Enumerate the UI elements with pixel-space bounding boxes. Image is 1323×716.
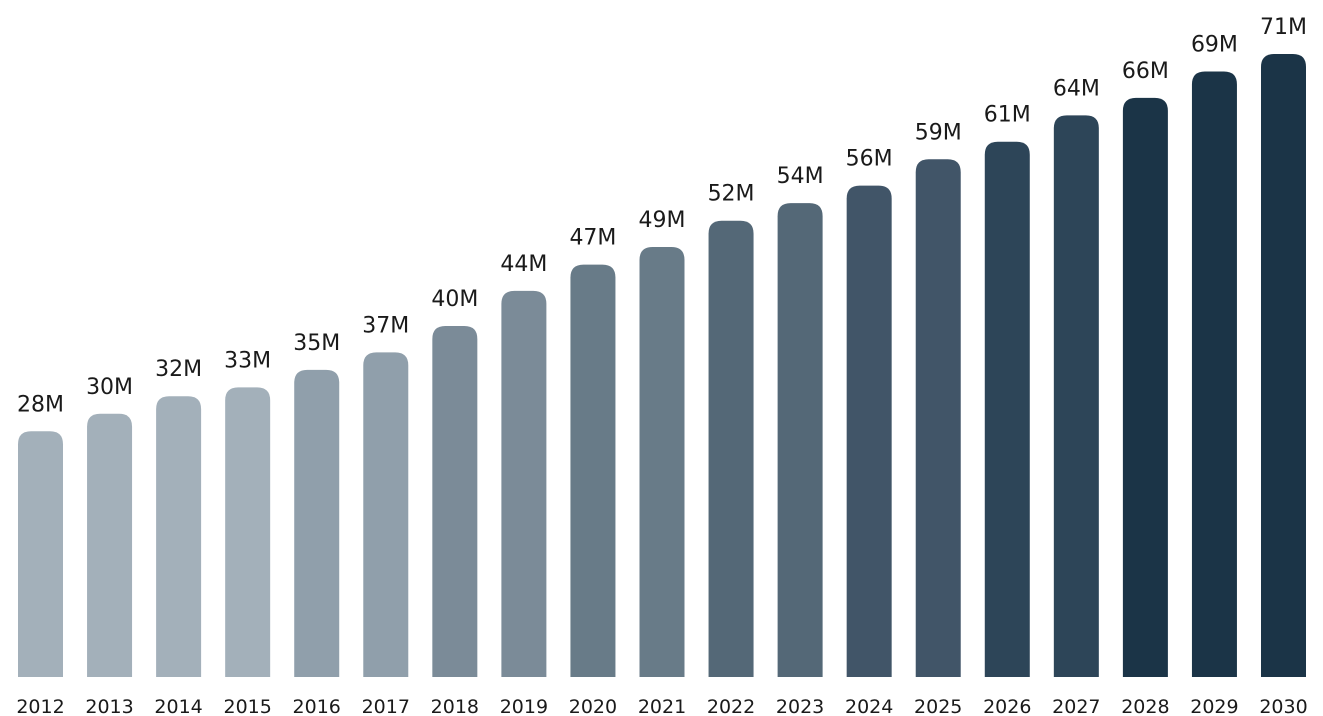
x-tick-label: 2013 (85, 696, 133, 716)
x-tick-label: 2024 (845, 696, 893, 716)
data-label: 52M (708, 182, 755, 207)
x-tick-label: 2019 (500, 696, 548, 716)
x-tick-label: 2028 (1121, 696, 1169, 716)
data-label: 59M (915, 120, 962, 145)
x-tick-label: 2018 (431, 696, 479, 716)
bar (501, 290, 547, 677)
x-tick-label: 2012 (16, 696, 64, 716)
x-tick-label: 2020 (569, 696, 617, 716)
x-tick-label: 2029 (1190, 696, 1238, 716)
bar (777, 203, 823, 678)
x-tick-label: 2016 (293, 696, 341, 716)
data-label: 35M (293, 331, 340, 356)
bar (87, 413, 133, 677)
data-label: 44M (500, 252, 547, 277)
data-label: 32M (155, 357, 202, 382)
data-label: 54M (777, 164, 824, 189)
bar (363, 352, 409, 677)
data-label: 56M (846, 147, 893, 172)
bar (846, 185, 892, 677)
x-tick-label: 2021 (638, 696, 686, 716)
bar (156, 396, 202, 677)
x-tick-label: 2022 (707, 696, 755, 716)
data-label: 61M (984, 103, 1031, 128)
bar (225, 387, 271, 677)
data-label: 66M (1122, 59, 1169, 84)
bar (1191, 71, 1237, 677)
data-label: 40M (431, 287, 478, 312)
data-label: 47M (569, 226, 616, 251)
x-tick-label: 2027 (1052, 696, 1100, 716)
bar (708, 220, 754, 677)
x-tick-label: 2026 (983, 696, 1031, 716)
data-label: 64M (1053, 76, 1100, 101)
data-label: 28M (17, 392, 64, 417)
data-label: 33M (224, 348, 271, 373)
bar (18, 431, 63, 677)
data-label: 69M (1191, 33, 1238, 58)
bar (1053, 115, 1099, 677)
x-tick-label: 2030 (1259, 696, 1307, 716)
data-label: 37M (362, 313, 409, 338)
bar (432, 326, 478, 677)
x-tick-label: 2023 (776, 696, 824, 716)
x-tick-label: 2014 (154, 696, 202, 716)
bar (294, 369, 340, 677)
bar (915, 159, 961, 677)
bar (639, 247, 685, 678)
data-label: 71M (1260, 15, 1307, 40)
bar (1122, 97, 1168, 678)
data-label: 49M (639, 208, 686, 233)
x-tick-label: 2017 (362, 696, 410, 716)
bar (984, 141, 1030, 678)
bar (570, 264, 616, 677)
data-label: 30M (86, 375, 133, 400)
bar (1261, 54, 1306, 677)
x-tick-label: 2025 (914, 696, 962, 716)
x-tick-label: 2015 (223, 696, 271, 716)
